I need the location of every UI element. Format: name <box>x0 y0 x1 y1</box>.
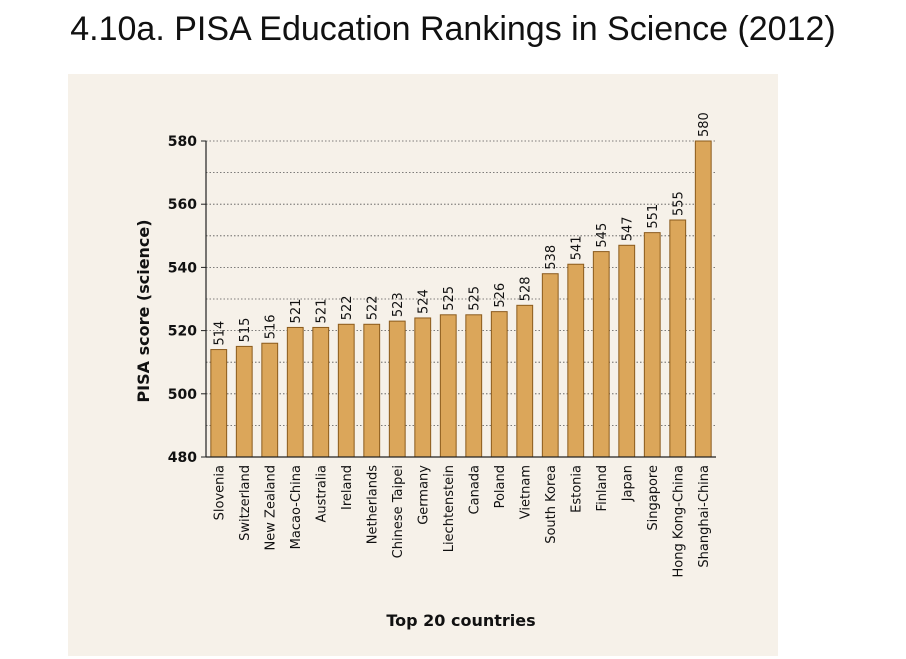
x-tick-label: Vietnam <box>518 465 533 519</box>
x-tick-label: Netherlands <box>365 465 380 544</box>
page-title: 4.10a. PISA Education Rankings in Scienc… <box>70 10 836 48</box>
bar-value-label: 524 <box>416 289 431 314</box>
bar-value-label: 514 <box>212 321 227 346</box>
bar-value-label: 541 <box>569 235 584 260</box>
x-tick-label: Switzerland <box>238 465 253 541</box>
y-tick-label: 540 <box>168 260 197 276</box>
x-tick-label: Poland <box>493 465 508 508</box>
x-tick-label: South Korea <box>544 465 559 544</box>
bar <box>541 273 559 458</box>
bar-value-label: 555 <box>671 191 686 216</box>
bar <box>618 244 636 458</box>
bar <box>414 317 432 458</box>
y-tick-label: 480 <box>168 450 197 466</box>
bar <box>669 219 687 458</box>
bar <box>261 342 279 458</box>
bar-value-label: 523 <box>391 292 406 317</box>
bar-value-label: 528 <box>518 276 533 301</box>
grid-lines <box>206 140 716 426</box>
bar <box>567 263 585 458</box>
chart-panel: 480 500 520 540 560 580 514 Slovenia 515 Switzer… <box>68 74 778 656</box>
bar-value-label: 551 <box>646 204 661 229</box>
x-tick-label: Singapore <box>646 465 661 531</box>
x-tick-label: Estonia <box>569 465 584 513</box>
y-tick-label: 520 <box>168 324 197 340</box>
x-tick-label: Macao-China <box>289 465 304 549</box>
bar <box>363 323 381 458</box>
bar <box>643 232 661 458</box>
x-tick-label: New Zealand <box>263 465 278 550</box>
y-axis-label: PISA score (science) <box>134 219 153 402</box>
x-axis-label: Top 20 countries <box>386 611 535 630</box>
bar-value-label: 580 <box>697 112 712 137</box>
axes <box>205 141 716 458</box>
bar <box>388 320 406 458</box>
x-tick-label: Australia <box>314 465 329 523</box>
x-tick-label: Finland <box>595 465 610 511</box>
bar-value-label: 521 <box>314 299 329 324</box>
bar <box>210 349 228 458</box>
bar <box>235 345 253 458</box>
bar-value-label: 525 <box>442 286 457 311</box>
bar <box>312 326 330 458</box>
bar <box>694 140 712 458</box>
bar-value-label: 516 <box>263 314 278 339</box>
x-tick-label: Shanghai-China <box>697 465 712 568</box>
bars <box>210 140 712 458</box>
y-tick-label: 500 <box>168 387 197 403</box>
labels: 514 Slovenia 515 Switzerland 516 New Zealand 5… <box>212 112 712 577</box>
bar-value-label: 522 <box>340 295 355 320</box>
bar <box>490 311 508 458</box>
x-tick-label: Ireland <box>340 465 355 510</box>
x-tick-label: Liechtenstein <box>442 465 457 552</box>
bar <box>286 326 304 458</box>
bar-value-label: 545 <box>595 223 610 248</box>
bar-value-label: 526 <box>493 283 508 308</box>
x-tick-label: Slovenia <box>212 465 227 520</box>
bar-value-label: 547 <box>620 216 635 241</box>
bar-value-label: 522 <box>365 295 380 320</box>
x-tick-label: Japan <box>620 465 635 502</box>
bar-value-label: 538 <box>544 245 559 270</box>
bar-value-label: 525 <box>467 286 482 311</box>
x-tick-label: Hong Kong-China <box>671 465 686 578</box>
bar <box>439 314 457 458</box>
bar-chart: 480 500 520 540 560 580 514 Slovenia 515 Switzer… <box>134 112 716 630</box>
bar <box>465 314 483 458</box>
bar <box>592 251 610 458</box>
x-tick-label: Germany <box>416 465 431 525</box>
x-tick-label: Chinese Taipei <box>391 465 406 558</box>
bar <box>516 304 534 458</box>
bar-value-label: 521 <box>289 299 304 324</box>
y-tick-label: 560 <box>168 197 197 213</box>
y-axis-ticks: 480 500 520 540 560 580 <box>168 134 206 466</box>
bar-value-label: 515 <box>238 318 253 343</box>
y-tick-label: 580 <box>168 134 197 150</box>
x-tick-label: Canada <box>467 465 482 514</box>
bar <box>337 323 355 458</box>
